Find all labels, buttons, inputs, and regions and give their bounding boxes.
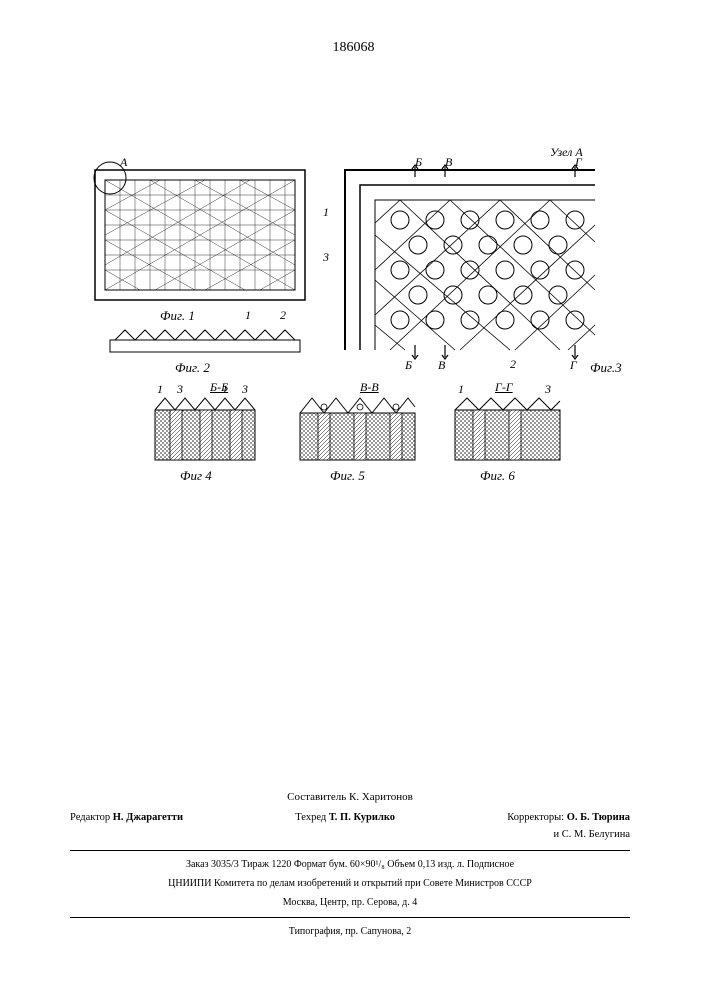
- sec-gg: Г-Г: [495, 380, 513, 395]
- fig3-drawing: [340, 165, 600, 360]
- fig2-label: Фиг. 2: [175, 360, 210, 376]
- fig3-callout-2: 2: [510, 357, 516, 372]
- detail-circle: [90, 158, 130, 198]
- fig6-callout-3: 3: [545, 382, 551, 397]
- fig4-label: Фиг 4: [180, 468, 212, 484]
- divider-2: [70, 917, 630, 918]
- sec-g-bot: Г: [570, 358, 577, 373]
- sec-v-bot: В: [438, 358, 445, 373]
- fig4-callout-1: 1: [157, 382, 163, 397]
- fig4-callout-3: 3: [177, 382, 183, 397]
- fig4-callout-1b: 1: [222, 382, 228, 397]
- proofreaders: Корректоры: О. Б. Тюрина и С. М. Белугин…: [507, 810, 630, 844]
- fig3-callout-3: 3: [323, 250, 329, 265]
- pub-line3: Москва, Центр, пр. Серова, д. 4: [70, 895, 630, 911]
- fig1-label: Фиг. 1: [160, 308, 195, 324]
- fig6-drawing: [455, 395, 565, 465]
- fig1-callout-1: 1: [245, 308, 251, 323]
- fig6-label: Фиг. 6: [480, 468, 515, 484]
- fig3-callout-1: 1: [323, 205, 329, 220]
- pub-line1: Заказ 3035/3 Тираж 1220 Формат бум. 60×9…: [70, 857, 630, 873]
- fig6-callout-1: 1: [458, 382, 464, 397]
- compiler-line: Составитель К. Харитонов: [70, 789, 630, 807]
- fig3-label: Фиг.3: [590, 360, 622, 376]
- page-number: 186068: [333, 40, 375, 56]
- fig5-label: Фиг. 5: [330, 468, 365, 484]
- typo-line: Типография, пр. Сапунова, 2: [70, 924, 630, 940]
- fig1-callout-2: 2: [280, 308, 286, 323]
- sec-vv: В-В: [360, 380, 379, 395]
- fig4-drawing: [155, 395, 265, 465]
- divider-1: [70, 850, 630, 851]
- sec-b-bot: Б: [405, 358, 412, 373]
- fig4-callout-3b: 3: [242, 382, 248, 397]
- fig5-drawing: [300, 395, 420, 465]
- credits-row: Редактор Н. Джарагетти Техред Т. П. Кури…: [70, 810, 630, 844]
- techred: Техред Т. П. Курилко: [295, 810, 395, 844]
- fig2-drawing: [110, 325, 300, 355]
- editor: Редактор Н. Джарагетти: [70, 810, 183, 844]
- figure-area: А Фиг. 1 1 2 Фиг. 2 Узел А Б В Г: [80, 150, 640, 500]
- pub-line2: ЦНИИПИ Комитета по делам изобретений и о…: [70, 876, 630, 892]
- footer-block: Составитель К. Харитонов Редактор Н. Джа…: [70, 789, 630, 940]
